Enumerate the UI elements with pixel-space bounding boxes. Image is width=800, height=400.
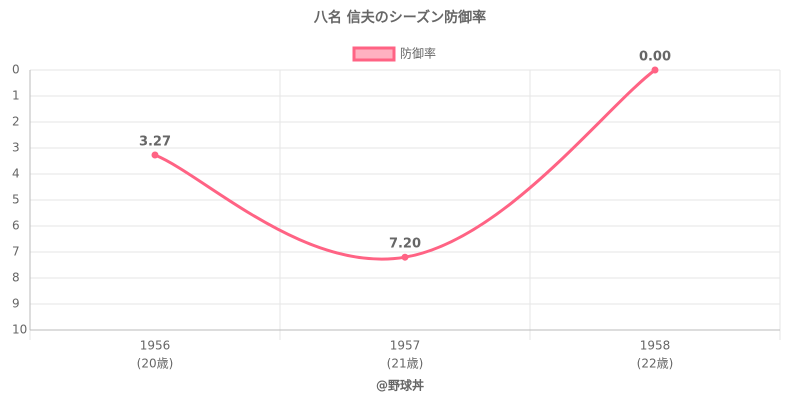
x-tick-label: 1957 — [390, 339, 421, 353]
x-tick-label: 1958 — [640, 339, 671, 353]
y-tick-label: 0 — [12, 63, 20, 77]
x-axis-label: @野球丼 — [376, 378, 424, 393]
point — [151, 151, 159, 159]
x-tick-sublabel: (20歳) — [137, 357, 174, 371]
point — [651, 66, 659, 74]
y-tick-label: 4 — [12, 167, 20, 181]
y-tick-label: 2 — [12, 115, 20, 129]
chart-title: 八名 信夫のシーズン防御率 — [313, 9, 486, 26]
y-tick-label: 9 — [12, 297, 20, 311]
y-tick-label: 7 — [12, 245, 20, 259]
legend-swatch — [352, 46, 396, 62]
y-tick-label: 6 — [12, 219, 20, 233]
legend-label: 防御率 — [400, 46, 436, 61]
data-label: 3.27 — [139, 135, 171, 150]
data-label: 0.00 — [639, 50, 671, 65]
point — [401, 253, 409, 261]
y-tick-label: 1 — [12, 89, 20, 103]
x-tick-sublabel: (21歳) — [387, 357, 424, 371]
x-tick-sublabel: (22歳) — [637, 357, 674, 371]
y-tick-label: 5 — [12, 193, 20, 207]
y-tick-label: 3 — [12, 141, 20, 155]
data-label: 7.20 — [389, 237, 421, 252]
y-tick-label: 8 — [12, 271, 20, 285]
line — [154, 68, 656, 261]
x-tick-label: 1956 — [140, 339, 171, 353]
y-tick-label: 10 — [12, 323, 27, 337]
